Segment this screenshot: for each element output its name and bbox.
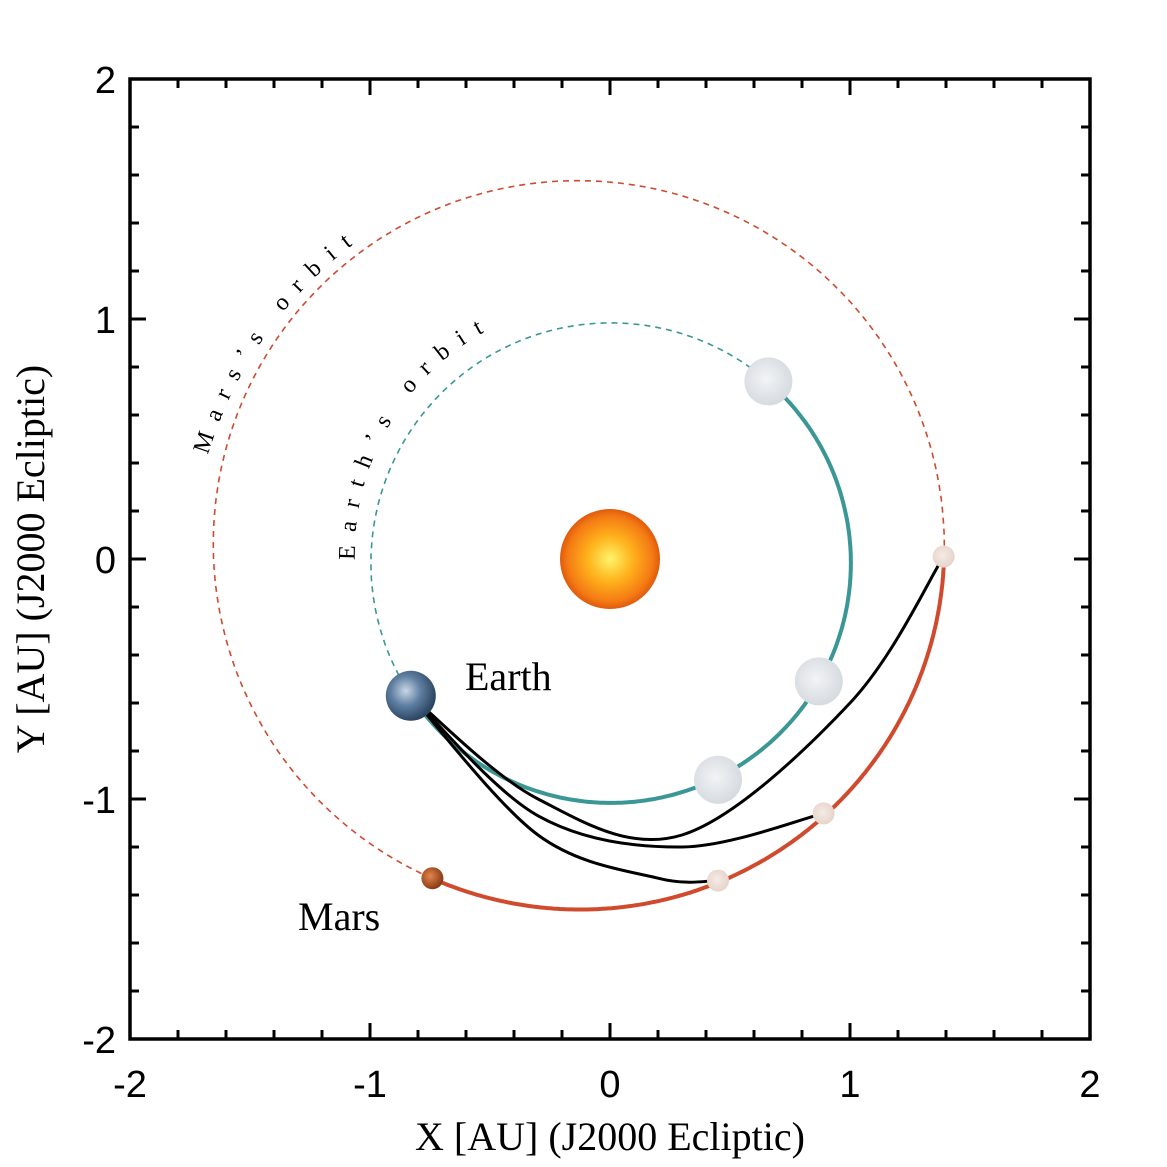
mars-orbit-travelled: [431, 556, 947, 912]
transfer-trajectory-3: [409, 694, 719, 884]
y-tick-label: 2: [95, 60, 116, 102]
transfer-trajectory-1: [409, 555, 945, 842]
x-tick-label: -2: [113, 1064, 147, 1106]
x-tick-label: 1: [839, 1064, 860, 1106]
mars-arrival-icon-3: [707, 869, 729, 892]
mars-label: Mars: [298, 894, 380, 939]
y-tick-label: 1: [95, 300, 116, 342]
svg-text:Mars’s orbit: Mars’s orbit: [189, 221, 367, 457]
axis-tick-labels: -2 -1 0 1 2 2 1 0 -1 -2: [82, 60, 1100, 1106]
mars-icon: [421, 867, 444, 890]
transfer-trajectories: [409, 555, 945, 884]
earth-ghost-icon-2: [794, 657, 843, 706]
x-axis-title: X [AU] (J2000 Ecliptic): [415, 1114, 805, 1159]
svg-text:Earth’s orbit: Earth’s orbit: [335, 308, 499, 560]
earth-ghost-icon-3: [694, 755, 742, 804]
mars-arrival-icon-2: [812, 802, 835, 825]
mars-orbit-label: Mars’s orbit: [189, 221, 354, 457]
y-tick-label: 0: [95, 540, 116, 582]
earth-ghost-icon-1: [744, 357, 793, 406]
sun-icon: [560, 509, 660, 609]
mars-arrival-icon-1: [932, 545, 955, 568]
axis-ticks: [128, 77, 1092, 1041]
y-tick-label: -2: [82, 1020, 116, 1062]
mars-orbit-dashed: [212, 179, 946, 880]
x-tick-label: 0: [599, 1064, 620, 1106]
x-tick-label: 2: [1079, 1064, 1100, 1106]
transfer-trajectory-2: [409, 694, 824, 849]
y-axis-title: Y [AU] (J2000 Ecliptic): [8, 365, 53, 753]
earth-orbit-label: Earth’s orbit: [335, 308, 486, 560]
y-tick-label: -1: [82, 780, 116, 822]
earth-label: Earth: [465, 654, 552, 699]
ghost-bodies: [694, 357, 955, 892]
x-tick-label: -1: [353, 1064, 387, 1106]
earth-orbit-dashed: [370, 322, 769, 697]
earth-icon: [385, 670, 436, 721]
planet-bodies: [385, 670, 444, 890]
